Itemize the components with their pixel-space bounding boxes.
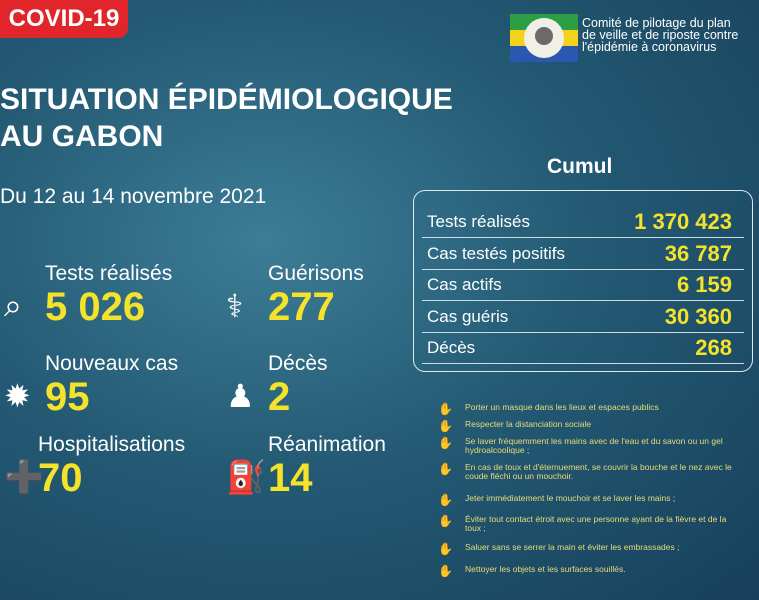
row-divider [422, 268, 744, 270]
stat-value: 14 [268, 456, 313, 500]
cumul-value: 268 [695, 335, 732, 360]
tip-text: Respecter la distanciation sociale [465, 419, 592, 429]
stat-icon: ⚕ [226, 288, 244, 324]
tip-text: Jeter immédiatement le mouchoir et se la… [465, 493, 676, 503]
cumul-label: Tests réalisés [427, 212, 530, 231]
stat-icon: ⌕ [4, 287, 22, 323]
org-line: l'épidémie à coronavirus [582, 40, 717, 54]
tip-icon: ✋ [438, 493, 453, 507]
stat-icon: ⛽ [226, 459, 266, 495]
row-divider [422, 363, 744, 364]
badge: COVID-19 [0, 0, 128, 38]
stat-label: Nouveaux cas [45, 352, 179, 375]
tip-text: En cas de toux et d'éternuement, se couv… [465, 462, 732, 481]
tip-icon: ✋ [438, 402, 453, 416]
cumul-box [413, 190, 753, 372]
stat-label: Décès [268, 352, 328, 375]
stat-icon: ➕ [4, 459, 44, 495]
cumul-value: 30 360 [664, 303, 732, 329]
tip-text: Se laver fréquemment les mains avec de l… [465, 436, 723, 455]
stat-value: 5 026 [45, 285, 146, 329]
cumul-label: Décès [427, 338, 476, 357]
tip-icon: ✋ [438, 419, 453, 433]
stat-label: Réanimation [268, 433, 386, 456]
tip-icon: ✋ [438, 564, 453, 578]
row-divider [422, 300, 744, 301]
cumul-label: Cas testés positifs [427, 243, 565, 263]
tip-text: Porter un masque dans les lieux et espac… [465, 402, 659, 412]
tip-icon: ✋ [438, 514, 453, 528]
cumul-value: 1 370 423 [634, 209, 732, 234]
period: Du 12 au 14 novembre 2021 [0, 185, 267, 208]
cumul-value: 36 787 [664, 240, 732, 266]
title: SITUATION ÉPIDÉMIOLOGIQUE [0, 83, 453, 116]
tip-icon: ✋ [438, 436, 453, 450]
tip-icon: ✋ [438, 542, 453, 556]
stat-label: Tests réalisés [45, 262, 173, 285]
tip-text: Éviter tout contact étroit avec une pers… [465, 514, 727, 533]
org-line: Comité de pilotage du plan [582, 16, 731, 30]
row-divider [422, 331, 744, 333]
tip-text: Saluer sans se serrer la main et éviter … [465, 542, 680, 552]
stat-icon: ♟ [226, 378, 255, 414]
row-divider [422, 237, 744, 238]
stat-icon: ✹ [4, 378, 31, 414]
logo [510, 14, 578, 62]
cumul-value: 6 159 [676, 272, 732, 297]
stat-value: 2 [268, 375, 291, 419]
tip-icon: ✋ [438, 462, 453, 476]
stat-value: 70 [38, 456, 83, 500]
tip-text: Nettoyer les objets et les surfaces soui… [465, 564, 626, 574]
title: AU GABON [0, 120, 164, 153]
stat-value: 277 [268, 285, 335, 329]
org-line: de veille et de riposte contre [582, 28, 739, 42]
cumul-label: Cas guéris [427, 306, 509, 326]
stat-label: Hospitalisations [38, 433, 186, 456]
stat-value: 95 [45, 375, 90, 419]
cumul-label: Cas actifs [427, 275, 502, 294]
cumul-title: Cumul [547, 155, 613, 178]
stat-label: Guérisons [268, 262, 364, 285]
